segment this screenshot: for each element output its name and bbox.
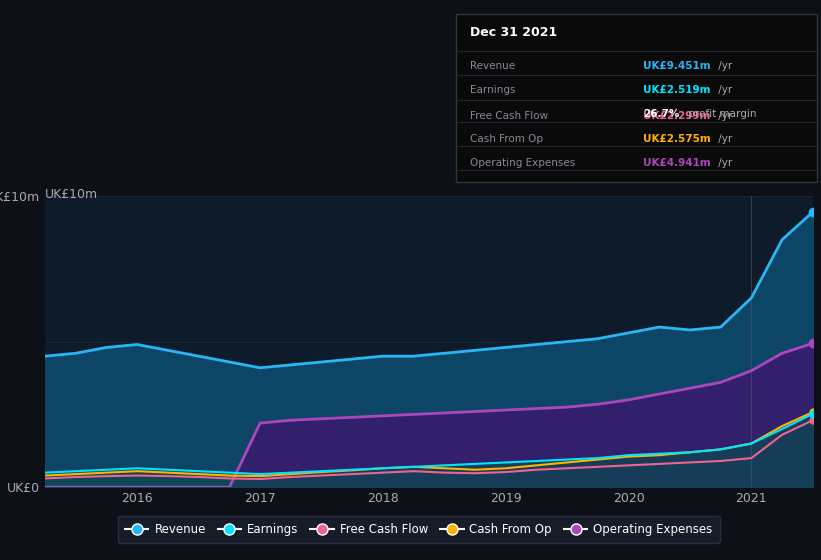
Text: UK£2.519m: UK£2.519m [644, 85, 711, 95]
Text: /yr: /yr [715, 61, 732, 71]
Text: Operating Expenses: Operating Expenses [470, 158, 576, 169]
Text: Dec 31 2021: Dec 31 2021 [470, 26, 557, 39]
Text: UK£9.451m: UK£9.451m [644, 61, 711, 71]
Text: UK£4.941m: UK£4.941m [644, 158, 711, 169]
Text: 26.7%: 26.7% [644, 109, 680, 119]
Text: /yr: /yr [715, 85, 732, 95]
FancyBboxPatch shape [456, 14, 817, 182]
Text: UK£2.575m: UK£2.575m [644, 134, 711, 144]
Text: UK£10m: UK£10m [45, 188, 99, 200]
Text: Revenue: Revenue [470, 61, 516, 71]
Text: Earnings: Earnings [470, 85, 516, 95]
Text: /yr: /yr [715, 134, 732, 144]
Text: Cash From Op: Cash From Op [470, 134, 544, 144]
Text: UK£2.299m: UK£2.299m [644, 111, 711, 120]
Text: Free Cash Flow: Free Cash Flow [470, 111, 548, 120]
Text: profit margin: profit margin [685, 109, 756, 119]
Text: /yr: /yr [715, 158, 732, 169]
Text: /yr: /yr [715, 111, 732, 120]
Legend: Revenue, Earnings, Free Cash Flow, Cash From Op, Operating Expenses: Revenue, Earnings, Free Cash Flow, Cash … [117, 516, 720, 543]
